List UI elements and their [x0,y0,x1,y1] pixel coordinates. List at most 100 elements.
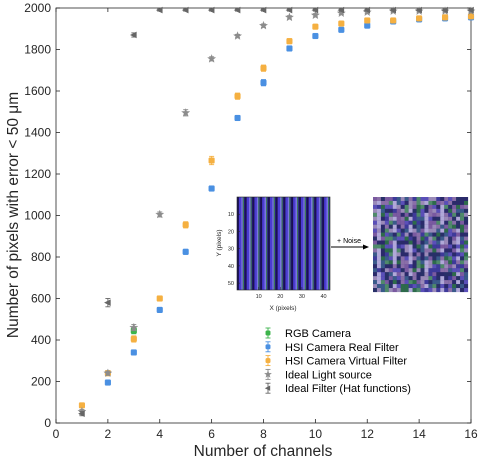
data-point [234,92,241,100]
data-point [363,6,371,14]
y-tick-label: 1200 [24,167,51,181]
data-point [130,349,137,356]
legend-marker [264,385,271,391]
data-point [310,10,320,20]
data-point [208,185,215,192]
y-tick-label: 1600 [24,84,51,98]
y-tick-label: 400 [31,333,51,347]
inset-y-tick-label: 30 [228,247,234,253]
inset-x-axis: 10 20 30 40 [256,287,327,300]
inset-y-axis: 10 20 30 40 50 [228,212,240,287]
y-tick-label: 200 [31,375,51,389]
data-point [390,17,397,24]
data-point [207,6,215,14]
data-point [467,6,474,14]
inset-y-label: Y (pixels) [216,230,223,257]
y-tick-label: 2000 [24,1,51,15]
inset-y-tick-label: 10 [228,212,234,218]
data-point [233,6,241,14]
data-point [182,221,189,229]
data-point [104,298,111,308]
x-tick-label: 6 [208,427,215,441]
legend-label: Ideal Light source [285,369,372,381]
data-point [286,45,293,52]
inset: 10 20 30 40 10 20 30 40 50 X (pixels) Y (pixels… [216,196,469,312]
data-point [416,15,423,22]
y-tick-label: 1000 [24,209,51,223]
legend-marker [265,344,271,350]
data-point [442,14,449,21]
legend-marker [264,370,272,378]
data-point [284,12,294,22]
legend-label: Ideal Filter (Hat functions) [285,383,411,395]
data-point [259,6,267,14]
data-point [286,38,293,45]
data-point [130,31,137,39]
y-axis-label: Number of pixels with error < 50 μm [5,92,22,338]
data-point [415,6,422,14]
data-point [155,209,165,219]
legend-label: HSI Camera Real Filter [285,342,399,354]
legend: RGB Camera HSI Camera Real Filter HSI Came… [264,327,411,395]
inset-y-tick-label: 50 [228,281,234,287]
data-point [208,155,215,166]
data-point [129,322,139,332]
data-point [364,22,371,29]
data-point [260,64,267,72]
legend-entry: RGB Camera [265,327,352,340]
data-point [181,108,191,117]
data-point [441,6,448,14]
x-tick-label: 16 [464,427,478,441]
data-point [312,23,319,30]
data-point [207,54,217,63]
data-point [338,20,345,27]
data-point [156,295,163,302]
data-point [130,335,137,343]
y-tick-label: 0 [44,416,51,430]
data-point [233,31,243,40]
data-point [311,6,319,14]
inset-y-tick-label: 40 [228,264,234,270]
inset-x-tick-label: 30 [299,294,305,300]
legend-entry: Ideal Light source [264,368,372,381]
data-point [104,379,111,386]
legend-entry: HSI Camera Real Filter [265,341,399,354]
inset-clean-image [236,196,331,291]
data-marks [77,6,476,417]
legend-label: RGB Camera [285,328,352,340]
x-tick-label: 2 [105,427,112,441]
y-tick-label: 1800 [24,43,51,57]
data-point [156,306,163,313]
inset-x-tick-label: 10 [256,294,262,300]
series-4 [78,6,474,417]
inset-x-tick-label: 40 [320,294,326,300]
x-tick-label: 0 [53,427,60,441]
data-point [182,248,189,255]
inset-x-tick-label: 20 [277,294,283,300]
x-tick-label: 10 [309,427,323,441]
inset-noisy-image [373,197,469,293]
x-axis-label: Number of channels [194,443,333,460]
data-point [337,6,345,14]
x-tick-label: 12 [361,427,375,441]
legend-entry: Ideal Filter (Hat functions) [264,382,411,395]
y-axis: 0 200 400 600 800 1000 1200 1400 1600 1800 2000 [24,1,471,430]
noise-label: + Noise [337,238,361,245]
y-tick-label: 1400 [24,126,51,140]
data-point [234,114,241,122]
data-point [285,6,293,14]
x-tick-label: 4 [156,427,163,441]
data-point [467,13,475,20]
data-point [364,17,371,24]
data-point [389,6,396,14]
legend-marker [265,358,271,364]
x-tick-label: 14 [412,427,426,441]
data-point [338,26,345,33]
data-point [260,79,267,87]
data-point [312,32,319,40]
data-point [181,6,189,14]
y-tick-label: 600 [31,292,51,306]
legend-marker [265,330,271,336]
noise-arrow [331,244,369,250]
